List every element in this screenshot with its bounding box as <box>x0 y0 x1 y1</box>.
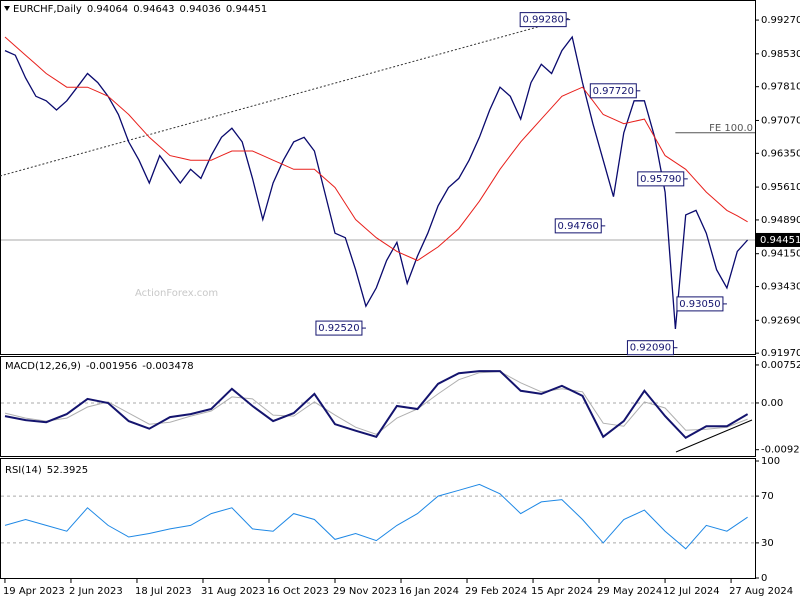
macd-trend-line <box>675 419 753 453</box>
price-label: 0.93050 <box>679 299 720 310</box>
y-tick-label: 0.92690 <box>761 315 800 326</box>
header-value: 52.3925 <box>47 465 88 476</box>
panel-title: MACD(12,26,9) <box>5 361 81 372</box>
watermark: ActionForex.com <box>135 288 218 299</box>
series-line <box>4 370 749 440</box>
panel-title: RSI(14) <box>5 465 42 476</box>
y-tick-label: 0 <box>761 573 767 584</box>
y-tick-label: 30 <box>761 538 774 549</box>
header-value: -0.001956 <box>86 361 137 372</box>
series-line <box>4 371 748 435</box>
x-tick-label: 2 Jun 2023 <box>69 586 123 597</box>
y-tick-label: 0.96350 <box>761 148 800 159</box>
x-tick-label: 27 Aug 2024 <box>729 586 793 597</box>
y-tick-label: 0.007526 <box>761 360 800 371</box>
y-tick-label: 100 <box>761 456 780 467</box>
header-value: 0.94064 <box>87 4 128 15</box>
x-tick-label: 15 Apr 2024 <box>531 586 593 597</box>
y-tick-label: -0.009252 <box>761 445 800 456</box>
y-tick-label: 0.98530 <box>761 49 800 60</box>
symbol-icon <box>4 6 10 11</box>
macd-panel <box>0 356 756 457</box>
y-tick-label: 0.95610 <box>761 182 800 193</box>
last-price-label: 0.94451 <box>760 235 800 246</box>
x-tick-label: 29 Feb 2024 <box>465 586 527 597</box>
y-tick-label: 0.91970 <box>761 348 800 359</box>
y-tick-label: 0.99270 <box>761 15 800 26</box>
series-line <box>4 483 748 550</box>
price-label: 0.99280 <box>522 15 563 26</box>
y-tick-label: 0.94150 <box>761 249 800 260</box>
y-tick-label: 70 <box>761 491 774 502</box>
price-label: 0.94760 <box>558 221 599 232</box>
x-tick-label: 29 May 2024 <box>597 586 662 597</box>
x-tick-label: 19 Apr 2023 <box>3 586 65 597</box>
panel-title: EURCHF,Daily <box>13 4 82 15</box>
last-price-tag <box>756 232 800 247</box>
price-panel <box>0 0 756 355</box>
x-tick-label: 12 Jul 2024 <box>663 586 720 597</box>
price-label: 0.95790 <box>640 174 681 185</box>
trend-line <box>0 17 571 177</box>
series-line <box>4 36 748 262</box>
x-tick-label: 16 Oct 2023 <box>267 586 329 597</box>
header-value: 0.94643 <box>133 4 174 15</box>
y-tick-label: 0.94890 <box>761 215 800 226</box>
panel-header: MACD(12,26,9) -0.001956 -0.003478 <box>5 361 194 372</box>
price-label: 0.97720 <box>593 86 634 97</box>
series-line <box>4 35 749 330</box>
y-tick-label: 0.93430 <box>761 282 800 293</box>
y-tick-label: 0.97810 <box>761 82 800 93</box>
x-tick-label: 31 Aug 2023 <box>201 586 265 597</box>
header-value: 0.94036 <box>180 4 221 15</box>
y-tick-label: 0.00 <box>761 398 783 409</box>
price-label: 0.92520 <box>318 323 359 334</box>
price-label: 0.92090 <box>630 343 671 354</box>
header-value: -0.003478 <box>142 361 193 372</box>
x-tick-label: 16 Jan 2024 <box>399 586 459 597</box>
header-value: 0.94451 <box>226 4 267 15</box>
x-tick-label: 29 Nov 2023 <box>333 586 397 597</box>
fe-label: FE 100.0 <box>709 123 753 134</box>
rsi-panel <box>0 458 756 579</box>
y-tick-label: 0.97070 <box>761 115 800 126</box>
panel-header: RSI(14) 52.3925 <box>5 465 88 476</box>
panel-header: EURCHF,Daily 0.94064 0.94643 0.94036 0.94451 <box>13 4 267 15</box>
x-tick-label: 18 Jul 2023 <box>135 586 192 597</box>
